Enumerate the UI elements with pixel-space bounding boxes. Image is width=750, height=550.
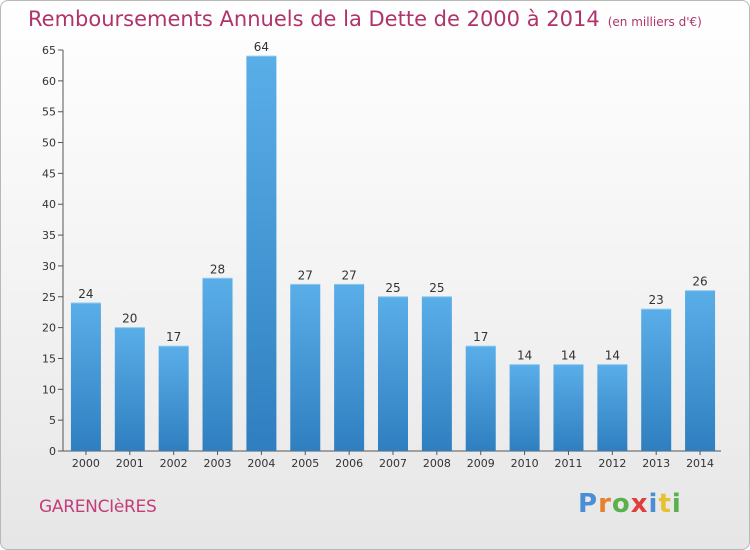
- bar: [158, 346, 189, 451]
- logo-letter: t: [658, 489, 672, 519]
- x-tick-label: 2012: [598, 457, 626, 470]
- x-tick-label: 2011: [554, 457, 582, 470]
- bar-value-label: 23: [649, 293, 664, 307]
- x-tick-label: 2009: [467, 457, 495, 470]
- bar-value-label: 26: [692, 275, 707, 289]
- bar: [465, 346, 496, 451]
- bar-value-label: 24: [78, 287, 93, 301]
- logo-letter: r: [598, 489, 612, 519]
- x-tick-label: 2004: [247, 457, 275, 470]
- bar: [290, 284, 321, 451]
- bar-value-label: 17: [166, 330, 181, 344]
- bar-value-label: 25: [385, 281, 400, 295]
- x-tick-label: 2008: [423, 457, 451, 470]
- y-tick-label: 20: [42, 322, 56, 335]
- bar: [641, 309, 672, 451]
- y-tick-label: 45: [42, 167, 56, 180]
- x-tick-label: 2000: [72, 457, 100, 470]
- y-tick-label: 30: [42, 260, 56, 273]
- logo-letter: o: [611, 489, 631, 519]
- bar: [202, 278, 233, 451]
- x-tick-label: 2002: [160, 457, 188, 470]
- y-tick-label: 25: [42, 291, 56, 304]
- x-tick-label: 2007: [379, 457, 407, 470]
- y-tick-label: 5: [49, 414, 56, 427]
- bar-value-label: 64: [254, 40, 269, 54]
- x-tick-label: 2014: [686, 457, 714, 470]
- chart-title-text: Remboursements Annuels de la Dette de 20…: [28, 7, 600, 31]
- bar-value-label: 20: [122, 312, 137, 326]
- bar-value-label: 14: [517, 349, 532, 363]
- bar: [378, 296, 408, 451]
- logo-letter: P: [578, 489, 599, 519]
- chart-title: Remboursements Annuels de la Dette de 20…: [28, 7, 702, 31]
- y-tick-label: 50: [42, 137, 56, 150]
- bar: [685, 290, 716, 451]
- y-tick-label: 10: [42, 383, 56, 396]
- x-tick-label: 2013: [642, 457, 670, 470]
- y-tick-label: 15: [42, 352, 56, 365]
- y-tick-label: 60: [42, 75, 56, 88]
- bar: [553, 364, 584, 451]
- bar-value-label: 17: [473, 330, 488, 344]
- logo-letter: x: [630, 489, 649, 519]
- bar-value-label: 27: [298, 268, 313, 282]
- y-tick-label: 65: [42, 44, 56, 57]
- bar-value-label: 14: [605, 349, 620, 363]
- chart-unit: (en milliers d'€): [607, 15, 702, 29]
- bar: [246, 56, 277, 452]
- bar: [509, 364, 540, 451]
- commune-name: GARENCIèRES: [39, 497, 157, 517]
- y-tick-label: 35: [42, 229, 56, 242]
- bar: [70, 302, 101, 451]
- bar: [597, 364, 628, 451]
- x-tick-label: 2006: [335, 457, 363, 470]
- y-tick-label: 40: [42, 198, 56, 211]
- x-tick-label: 2010: [511, 457, 539, 470]
- bar-value-label: 28: [210, 262, 225, 276]
- bar: [421, 296, 452, 451]
- x-tick-label: 2005: [291, 457, 319, 470]
- y-tick-label: 55: [42, 106, 56, 119]
- x-tick-label: 2001: [116, 457, 144, 470]
- x-tick-label: 2003: [204, 457, 232, 470]
- bar-value-label: 14: [561, 349, 576, 363]
- bar-value-label: 27: [341, 268, 356, 282]
- bar: [114, 327, 145, 451]
- bar: [334, 284, 365, 451]
- bar-value-label: 25: [429, 281, 444, 295]
- y-tick-label: 0: [49, 445, 56, 458]
- logo-letter: i: [648, 489, 659, 519]
- logo-letter: i: [671, 489, 682, 519]
- proxiti-logo: Proxiti: [578, 489, 682, 519]
